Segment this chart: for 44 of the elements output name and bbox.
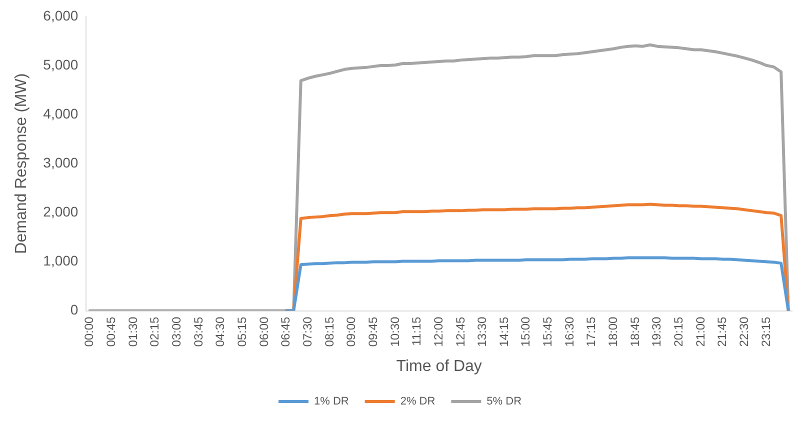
x-tick-label: 03:45 [191, 316, 206, 347]
x-tick-label: 21:00 [693, 316, 708, 347]
y-axis-title: Demand Response (MW) [13, 73, 30, 254]
x-tick-label: 00:00 [82, 316, 96, 347]
x-tick-label: 02:15 [148, 316, 162, 347]
x-tick-label: 18:00 [606, 316, 620, 347]
x-tick-label: 23:15 [758, 316, 773, 347]
legend-label: 2% DR [400, 396, 436, 408]
y-tick-label: 6,000 [43, 7, 78, 24]
x-tick-label: 10:30 [388, 316, 402, 347]
x-tick-label: 09:45 [366, 316, 380, 347]
x-tick-label: 15:00 [518, 316, 533, 347]
x-tick-label: 20:15 [672, 316, 686, 347]
x-tick-label: 22:30 [737, 316, 752, 347]
x-tick-label: 21:45 [715, 316, 730, 347]
y-tick-label: 5,000 [43, 56, 78, 72]
legend-label: 1% DR [314, 396, 349, 408]
x-tick-label: 15:45 [540, 316, 555, 347]
x-tick-label: 11:15 [410, 316, 424, 346]
x-tick-label: 16:30 [562, 316, 576, 347]
x-tick-label: 19:30 [650, 316, 664, 347]
x-tick-label: 03:00 [169, 316, 184, 347]
x-tick-label: 13:30 [475, 316, 490, 347]
y-tick-label: 3,000 [43, 154, 78, 170]
y-tick-label: 4,000 [43, 105, 78, 122]
x-tick-label: 14:15 [496, 316, 511, 347]
legend-label: 5% DR [486, 396, 522, 408]
x-tick-label: 12:45 [453, 316, 468, 347]
x-tick-label: 00:45 [104, 316, 118, 347]
x-tick-label: 05:15 [234, 316, 249, 347]
x-tick-label: 09:00 [344, 316, 358, 347]
x-tick-label: 18:45 [628, 316, 642, 347]
y-tick-label: 2,000 [43, 204, 78, 220]
x-tick-label: 17:15 [584, 316, 598, 347]
x-tick-label: 06:00 [256, 316, 271, 347]
x-axis-title: Time of Day [396, 358, 482, 375]
x-tick-label: 08:15 [322, 316, 336, 347]
x-tick-label: 06:45 [278, 316, 293, 347]
y-tick-label: 0 [70, 302, 78, 318]
y-tick-label: 1,000 [43, 252, 78, 269]
x-tick-label: 07:30 [300, 316, 314, 347]
x-tick-label: 04:30 [213, 316, 228, 347]
x-tick-label: 12:00 [431, 316, 446, 347]
x-tick-label: 01:30 [126, 316, 140, 347]
